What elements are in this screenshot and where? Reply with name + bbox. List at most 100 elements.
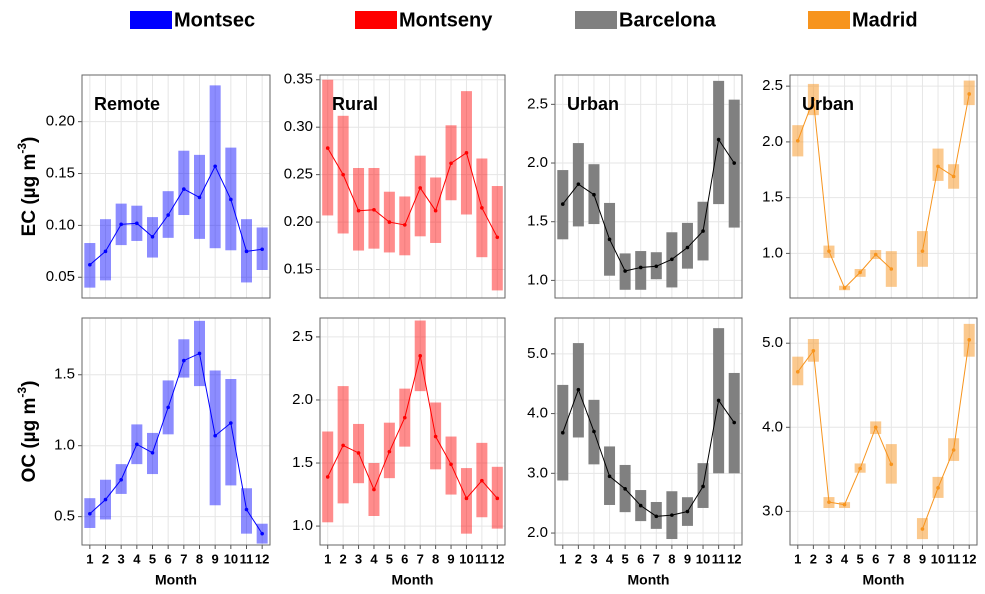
mean-line [562, 138, 735, 272]
x-tick-label: 6 [401, 551, 408, 566]
y-axis-label-end: ) [19, 381, 40, 387]
y-tick-label: 0.15 [46, 165, 75, 182]
range-bar [209, 370, 221, 506]
plot-area [790, 75, 977, 298]
mean-point [967, 92, 972, 96]
plot-area [82, 75, 270, 298]
mean-point [372, 487, 376, 492]
plot-area [790, 318, 977, 545]
mean-point [685, 509, 690, 514]
x-tick-label: 11 [240, 551, 254, 566]
x-tick-label: 8 [903, 551, 910, 566]
y-tick-label: 2.5 [762, 77, 783, 94]
x-tick-label: 7 [180, 551, 187, 566]
range-bar [414, 155, 426, 237]
x-tick-label: 8 [196, 551, 203, 566]
mean-point [607, 237, 612, 242]
x-tick-label: 3 [825, 551, 832, 566]
mean-point [576, 387, 581, 392]
x-tick-label: 12 [255, 551, 269, 566]
mean-point [827, 249, 831, 253]
x-axis-label: Month [628, 572, 670, 588]
mean-point [701, 229, 705, 233]
mean-point [229, 421, 233, 425]
y-tick-label: 1.0 [54, 437, 75, 454]
mean-point [795, 138, 800, 143]
mean-point [387, 449, 392, 454]
mean-point [213, 164, 217, 169]
y-tick-label: 0.35 [284, 71, 313, 88]
x-tick-label: 7 [653, 551, 660, 566]
mean-point [858, 466, 862, 471]
mean-point [182, 187, 186, 191]
y-axis-label-main: OC (µg m [19, 398, 40, 483]
y-axis-label: OC (µg m-3) [15, 381, 40, 483]
legend-label: Montseny [399, 9, 493, 31]
mean-line [327, 355, 498, 500]
x-tick-label: 7 [888, 551, 895, 566]
mean-point [229, 197, 233, 202]
mean-point [135, 442, 139, 447]
mean-point [418, 354, 423, 358]
y-axis-label-sup: -3 [15, 143, 29, 154]
plot-frame [319, 74, 506, 299]
mean-point [638, 265, 643, 270]
y-tick-label: 3.0 [527, 464, 548, 481]
mean-point [325, 475, 330, 479]
range-bar [225, 379, 237, 486]
mean-point [166, 405, 170, 410]
legend-swatch [575, 11, 617, 29]
mean-point [685, 245, 690, 250]
y-tick-label: 1.5 [54, 366, 75, 383]
mean-point [889, 267, 894, 271]
mean-line [89, 165, 263, 266]
mean-point [811, 348, 816, 353]
mean-point [197, 195, 202, 200]
range-bar [635, 251, 647, 290]
mean-point [260, 247, 264, 252]
mean-point [182, 358, 186, 363]
x-tick-label: 9 [684, 551, 691, 566]
mean-line [921, 339, 970, 530]
x-tick-label: 12 [727, 551, 741, 566]
mean-point [341, 443, 345, 448]
x-tick-label: 3 [590, 551, 597, 566]
y-tick-label: 1.5 [762, 189, 783, 206]
mean-point [827, 500, 831, 504]
mean-point [480, 206, 484, 210]
mean-point [480, 478, 484, 483]
mean-point [197, 351, 202, 356]
mean-point [244, 507, 249, 512]
mean-point [701, 484, 705, 489]
x-tick-label: 2 [575, 551, 582, 566]
y-tick-label: 0.15 [284, 261, 313, 278]
x-tick-label: 1 [86, 551, 93, 566]
mean-point [638, 503, 643, 508]
mean-point [119, 477, 123, 482]
x-tick-label: 9 [919, 551, 926, 566]
mean-point [716, 398, 721, 403]
y-tick-label: 4.0 [527, 405, 548, 422]
mean-point [967, 338, 972, 342]
mean-point [732, 420, 737, 425]
mean-point [951, 448, 956, 452]
mean-point [356, 451, 361, 455]
plot-frame [789, 74, 978, 299]
mean-point [402, 223, 407, 227]
mean-point [560, 202, 565, 206]
x-tick-label: 3 [118, 551, 125, 566]
mean-line [921, 93, 970, 252]
y-tick-label: 1.5 [527, 213, 548, 230]
mean-point [654, 264, 659, 269]
mean-point [842, 286, 847, 290]
mean-point [842, 502, 847, 507]
y-axis-label: EC (µg m-3) [15, 137, 40, 237]
x-tick-label: 8 [668, 551, 675, 566]
mean-point [670, 257, 674, 262]
mean-point [623, 487, 627, 491]
y-tick-label: 2.0 [762, 133, 783, 150]
mean-point [341, 172, 345, 177]
mean-point [716, 137, 721, 142]
mean-point [560, 430, 565, 435]
